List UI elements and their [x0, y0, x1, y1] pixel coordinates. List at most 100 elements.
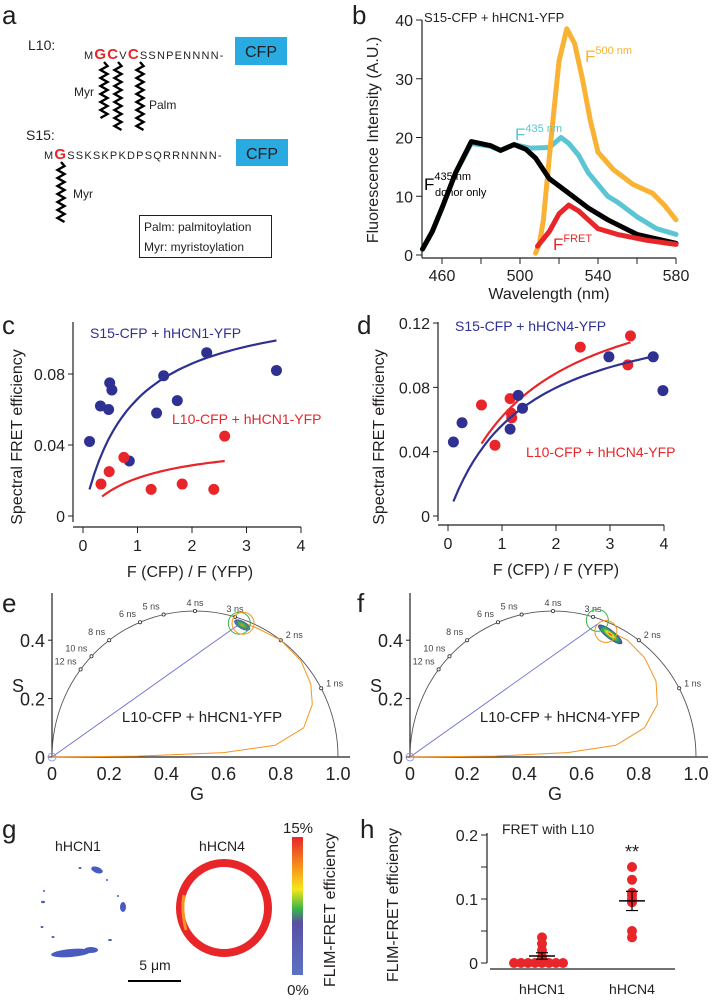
lifetime-label: 8 ns: [88, 627, 106, 637]
x-tick-label: 4: [660, 536, 669, 553]
y-tick-label: 30: [395, 72, 413, 89]
series-label: F435 nm: [515, 123, 562, 144]
series-label-sup: 435 nm: [434, 171, 471, 183]
fret-signal-fragment: [43, 890, 45, 892]
x-tick-label: 0: [405, 764, 415, 784]
x-tick-label: 0: [47, 764, 57, 784]
fit-curve: [88, 339, 277, 490]
data-point: [158, 370, 170, 382]
lifetime-marker: [161, 612, 166, 617]
panel-label-e: e: [2, 588, 16, 618]
data-point: [84, 435, 96, 447]
series-label-base: F: [424, 175, 434, 194]
abbreviation-legend-box: [139, 215, 272, 258]
data-point: [103, 404, 115, 415]
y-tick-label: 0: [56, 509, 65, 526]
lifetime-marker: [436, 667, 441, 672]
colorbar-min-label: 0%: [287, 982, 309, 999]
lifetime-label: 1 ns: [326, 678, 344, 688]
series-label: FFRET: [553, 233, 592, 254]
lifetime-label: 1 ns: [684, 678, 702, 688]
y-tick-label: 0.08: [399, 380, 430, 397]
scale-bar-label: 5 μm: [139, 957, 170, 973]
spectrum-line-2: [420, 139, 679, 252]
y-tick-label: 0: [35, 748, 45, 768]
x-tick-label: 0: [79, 538, 88, 555]
y-tick-label: 0: [421, 509, 430, 526]
lifetime-label: 5 ns: [143, 602, 161, 612]
fret-signal-fragment: [106, 879, 108, 881]
flim-images: hHCN1 hHCN4 5 μm 15% 0% FLIM-FRET efficiency: [40, 820, 339, 999]
lifetime-label: 4 ns: [544, 598, 562, 608]
lifetime-label: 3 ns: [585, 604, 603, 614]
x-tick-label: 0.8: [268, 764, 293, 784]
x-tick-label: 460: [429, 268, 456, 285]
chart-title: S15-CFP + hHCN1-YFP: [424, 10, 564, 25]
series-label: L10-CFP + hHCN4-YFP: [526, 444, 676, 460]
lifetime-label: 2 ns: [644, 630, 662, 640]
x-tick-label: 540: [585, 268, 612, 285]
lipid-label-palm: Palm: [149, 98, 176, 112]
phasor-cluster: [234, 619, 251, 631]
myristoylated-glycine: G: [94, 46, 107, 63]
residue: V: [119, 50, 128, 62]
colorbar: [292, 837, 303, 975]
residue: M: [84, 50, 94, 62]
lifetime-label: 12 ns: [413, 656, 436, 666]
category-label: hHCN1: [519, 981, 565, 997]
phasor-cluster: [598, 624, 623, 645]
x-tick-label: 0.2: [97, 764, 122, 784]
data-point: [456, 417, 468, 429]
palmitoylated-cysteine: C: [107, 46, 119, 63]
y-axis-label: Spectral FRET efficiency: [9, 349, 26, 524]
panel-label-h: h: [360, 814, 374, 844]
cfp-tag-label: CFP: [246, 146, 278, 163]
y-tick-label: 0.4: [378, 631, 403, 651]
lifetime-marker: [319, 686, 324, 691]
data-point: [208, 483, 220, 495]
fret-signal-fragment: [78, 867, 82, 869]
data-point: [558, 958, 568, 968]
series-label-base: F: [515, 125, 525, 144]
fret-scatter-chart-d: 0 0.04 0.08 0.12 0 1 2 3 4 F (CFP) / F (YFP) Spect…: [371, 316, 676, 579]
data-point: [509, 958, 519, 968]
series-label-sup: FRET: [563, 233, 592, 245]
y-tick-label: 0.2: [378, 690, 403, 710]
lifetime-marker: [78, 667, 83, 672]
series-label-sub: donor only: [435, 187, 487, 199]
phasor-cursor: [227, 611, 251, 635]
lifetime-label: 5 ns: [501, 602, 519, 612]
x-tick-label: 1: [133, 538, 142, 555]
x-axis-label: F (CFP) / F (YFP): [493, 562, 619, 579]
x-tick-label: 1.0: [325, 764, 350, 784]
x-tick-label: 0.6: [569, 764, 594, 784]
series-label: F500 nm: [585, 45, 632, 66]
phasor-cursor: [594, 619, 618, 643]
data-point: [145, 483, 157, 495]
lifetime-marker: [107, 638, 112, 643]
x-tick-label: 0.4: [512, 764, 537, 784]
panel-label-c: c: [2, 310, 15, 340]
cfp-tag-box: [235, 37, 287, 65]
x-tick-label: 3: [242, 538, 251, 555]
data-point: [151, 407, 163, 419]
lipid-label-myr: Myr: [73, 187, 93, 201]
y-tick-label: 0.2: [456, 828, 478, 845]
myristoylated-glycine: G: [54, 146, 67, 163]
data-point: [219, 430, 231, 442]
phasor-plot-e: 0 0.2 0.4 0 0.2 0.4 0.6 0.8 1.0 G S 1 ns 2 ns 3 ns 4 n…: [12, 593, 351, 804]
construct-label: L10-CFP + hHCN4-YFP: [480, 709, 640, 726]
y-axis-label: S: [12, 676, 24, 696]
y-axis-label: Spectral FRET efficiency: [371, 349, 388, 524]
data-point: [627, 926, 637, 936]
data-point: [95, 478, 107, 490]
data-point: [657, 385, 669, 397]
x-tick-label: 0.6: [211, 764, 236, 784]
flim-fret-dotplot: 0 0.1 0.2 hHCN1 hHCN4 FRET with L10 FLIM-FRET …: [385, 821, 675, 997]
lifetime-marker: [192, 609, 197, 614]
series-label-base: F: [585, 47, 595, 66]
fret-scatter-chart-c: 0 0.04 0.08 0 1 2 3 4 F (CFP) / F (YFP) Spectral …: [9, 322, 322, 581]
construct-name-s15: S15:: [26, 127, 55, 143]
fret-ring-orange-patch: [181, 894, 188, 931]
lifetime-label: 4 ns: [186, 598, 204, 608]
